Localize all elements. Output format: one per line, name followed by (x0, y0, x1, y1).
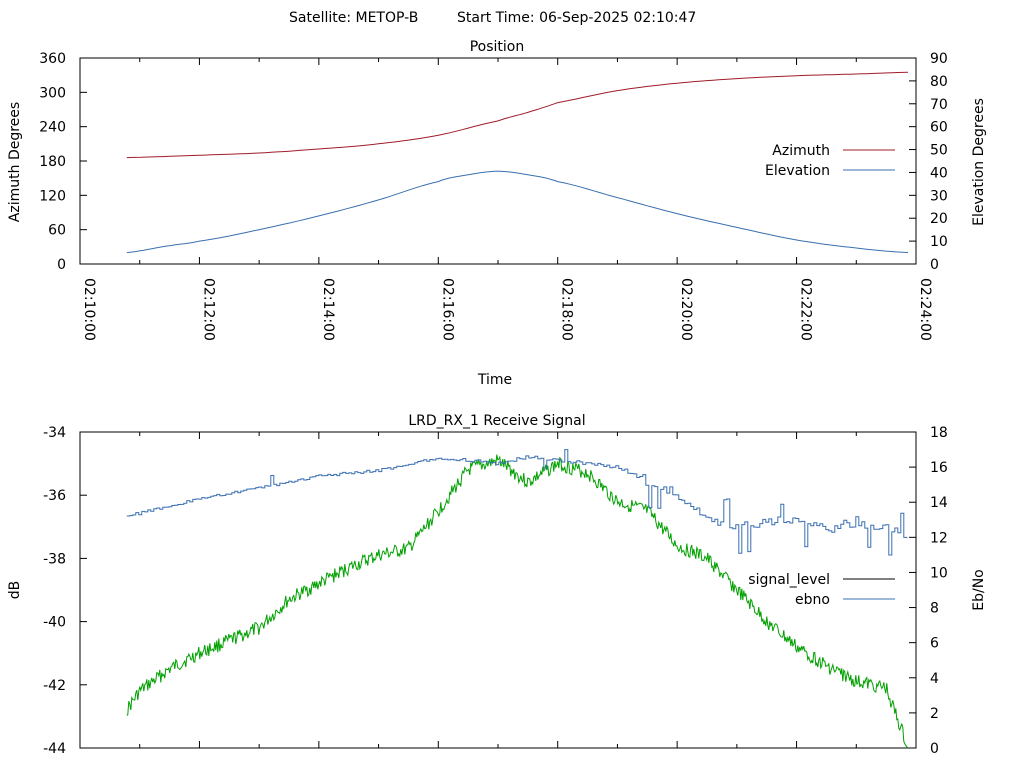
legend-label: signal_level (748, 572, 830, 588)
x-tick-label: 02:18:00 (559, 278, 575, 341)
position-plot: 0 60 120 180 240 300 360 0 10 20 30 40 50 60 70 80 90 02:… (39, 51, 948, 341)
satellite-label: Satellite: METOP-B (289, 10, 418, 26)
y-tick-label: -38 (43, 551, 66, 567)
y2-tick-label: 18 (930, 425, 948, 441)
x-tick-label: 02:20:00 (678, 278, 694, 341)
y-tick-label: 240 (39, 120, 66, 136)
x-tick-label: 02:22:00 (798, 278, 814, 341)
azimuth-series-line (126, 71, 909, 159)
y-tick-label: -40 (43, 615, 66, 631)
y2-tick-label: 20 (930, 211, 948, 227)
y-tick-label: 60 (48, 223, 66, 239)
y2-tick-label: 60 (930, 120, 948, 136)
y2-tick-label: 0 (930, 257, 939, 273)
receive-signal-title: LRD_RX_1 Receive Signal (408, 413, 585, 429)
y2-tick-label: 4 (930, 671, 939, 687)
ebno-axis-label: Eb/No (971, 569, 987, 611)
position-title: Position (470, 39, 525, 55)
y-tick-label: 360 (39, 51, 66, 67)
y-tick-label: -36 (43, 488, 66, 504)
ebno-series-line (126, 449, 908, 556)
y2-tick-label: 30 (930, 188, 948, 204)
x-tick-label: 02:10:00 (81, 278, 97, 341)
elevation-axis-label: Elevation Degrees (971, 98, 987, 226)
x-tick-label: 02:12:00 (200, 278, 216, 341)
receive-signal-plot: -34 -36 -38 -40 -42 -44 0 2 4 6 8 10 12 14 16 18 signal_… (43, 425, 948, 757)
azimuth-axis-label: Azimuth Degrees (7, 102, 23, 222)
y2-tick-label: 6 (930, 636, 939, 652)
legend-label: Azimuth (772, 143, 830, 159)
time-axis-label: Time (477, 372, 512, 388)
signal-level-series-line (126, 454, 909, 749)
y2-tick-label: 0 (930, 741, 939, 757)
legend-label: ebno (795, 592, 830, 608)
y2-tick-label: 70 (930, 97, 948, 113)
y2-tick-label: 12 (930, 530, 948, 546)
elevation-series-line (126, 170, 909, 254)
y2-tick-label: 2 (930, 706, 939, 722)
x-tick-label: 02:24:00 (917, 278, 933, 341)
position-plot-frame (79, 57, 917, 265)
y2-tick-label: 10 (930, 565, 948, 581)
y2-tick-label: 10 (930, 234, 948, 250)
legend-label: Elevation (765, 163, 830, 179)
y-tick-label: 120 (39, 188, 66, 204)
y-tick-label: 180 (39, 154, 66, 170)
y-tick-label: 0 (57, 257, 66, 273)
x-tick-label: 02:14:00 (320, 278, 336, 341)
x-tick-label: 02:16:00 (439, 278, 455, 341)
y-tick-label: -42 (43, 678, 66, 694)
y2-tick-label: 50 (930, 143, 948, 159)
y2-tick-label: 14 (930, 495, 948, 511)
y2-tick-label: 90 (930, 51, 948, 67)
y2-tick-label: 8 (930, 601, 939, 617)
y-tick-label: -44 (43, 741, 66, 757)
receive-signal-plot-frame (79, 431, 917, 749)
start-time-label: Start Time: 06-Sep-2025 02:10:47 (457, 10, 696, 26)
db-axis-label: dB (7, 581, 23, 600)
y2-tick-label: 16 (930, 460, 948, 476)
y2-tick-label: 40 (930, 165, 948, 181)
y2-tick-label: 80 (930, 74, 948, 90)
y-tick-label: -34 (43, 425, 66, 441)
y-tick-label: 300 (39, 85, 66, 101)
